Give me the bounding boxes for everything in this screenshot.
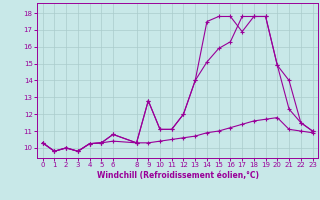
- X-axis label: Windchill (Refroidissement éolien,°C): Windchill (Refroidissement éolien,°C): [97, 171, 259, 180]
